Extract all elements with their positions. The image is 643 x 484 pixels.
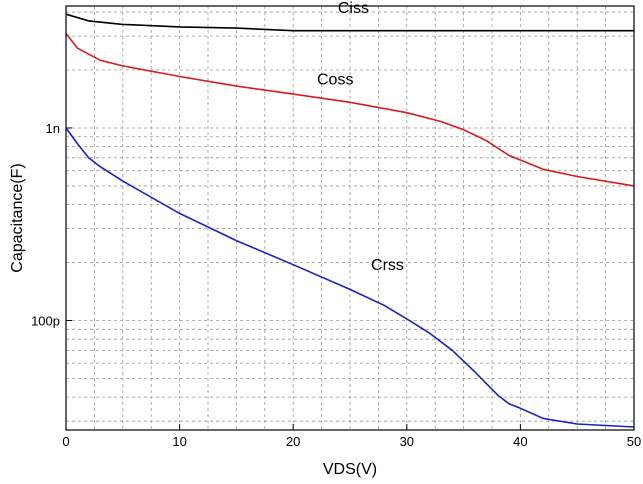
plot-frame <box>65 5 635 431</box>
series-labels: Ciss Coss Crss <box>317 0 404 274</box>
x-tick-label: 20 <box>286 434 300 449</box>
series-label-coss: Coss <box>317 72 353 89</box>
y-tick-label: 1n <box>46 121 60 136</box>
series-line-crss <box>65 127 635 428</box>
x-tick-label: 10 <box>172 434 186 449</box>
y-axis-label: Capacitance(F) <box>9 163 26 272</box>
series-label-crss: Crss <box>371 257 404 274</box>
y-tick-label: 100p <box>31 314 60 329</box>
axis-ticks: 0 10 20 30 40 50 100p 1n <box>31 121 641 449</box>
x-tick-label: 0 <box>62 434 69 449</box>
x-tick-label: 40 <box>513 434 527 449</box>
x-tick-label: 50 <box>627 434 641 449</box>
series-line-coss <box>65 32 635 187</box>
x-tick-label: 30 <box>400 434 414 449</box>
series-lines <box>65 13 635 428</box>
series-label-ciss: Ciss <box>338 0 369 17</box>
series-line-ciss <box>65 13 634 32</box>
grid-lines <box>66 6 634 430</box>
x-axis-label: VDS(V) <box>323 461 377 478</box>
